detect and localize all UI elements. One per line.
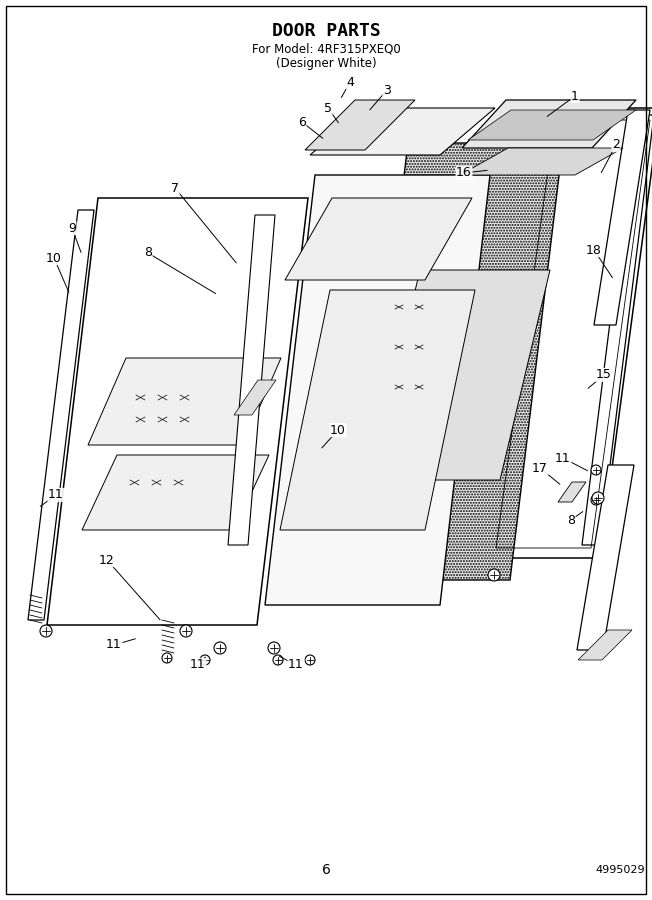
Text: 11: 11 bbox=[555, 452, 571, 464]
Text: 11: 11 bbox=[190, 659, 206, 671]
Circle shape bbox=[592, 492, 604, 504]
Polygon shape bbox=[460, 148, 623, 175]
Text: 6: 6 bbox=[298, 115, 306, 129]
Polygon shape bbox=[234, 380, 276, 415]
Text: 4: 4 bbox=[346, 76, 354, 88]
Text: 10: 10 bbox=[46, 251, 62, 265]
Text: 12: 12 bbox=[99, 554, 115, 566]
Circle shape bbox=[591, 465, 601, 475]
Text: 2: 2 bbox=[612, 139, 620, 151]
Text: 8: 8 bbox=[144, 247, 152, 259]
Polygon shape bbox=[488, 108, 652, 558]
Text: 4995029: 4995029 bbox=[595, 865, 645, 875]
Circle shape bbox=[488, 569, 500, 581]
Circle shape bbox=[214, 642, 226, 654]
Text: 18: 18 bbox=[586, 244, 602, 256]
Text: 10: 10 bbox=[330, 424, 346, 436]
Circle shape bbox=[180, 625, 192, 637]
Polygon shape bbox=[47, 198, 308, 625]
Polygon shape bbox=[462, 100, 636, 148]
Polygon shape bbox=[228, 215, 275, 545]
Polygon shape bbox=[82, 455, 269, 530]
Circle shape bbox=[200, 655, 210, 665]
Text: 6: 6 bbox=[321, 863, 331, 877]
Polygon shape bbox=[582, 115, 652, 545]
Polygon shape bbox=[594, 110, 650, 325]
Text: 3: 3 bbox=[383, 84, 391, 96]
Polygon shape bbox=[88, 358, 281, 445]
Text: 17: 17 bbox=[532, 462, 548, 474]
Text: DOOR PARTS: DOOR PARTS bbox=[272, 22, 380, 40]
Text: 9: 9 bbox=[68, 221, 76, 235]
Text: 15: 15 bbox=[596, 368, 612, 382]
Text: 11: 11 bbox=[288, 659, 304, 671]
Text: 16: 16 bbox=[456, 166, 472, 179]
Circle shape bbox=[273, 655, 283, 665]
Polygon shape bbox=[578, 630, 632, 660]
Circle shape bbox=[40, 625, 52, 637]
Polygon shape bbox=[280, 290, 475, 530]
Text: 7: 7 bbox=[171, 182, 179, 194]
Polygon shape bbox=[577, 465, 634, 650]
Text: 1: 1 bbox=[571, 89, 579, 103]
Polygon shape bbox=[468, 110, 636, 140]
Polygon shape bbox=[28, 210, 94, 620]
Circle shape bbox=[305, 655, 315, 665]
Text: (Designer White): (Designer White) bbox=[276, 57, 376, 70]
Text: 11: 11 bbox=[48, 489, 64, 501]
Polygon shape bbox=[265, 175, 490, 605]
Polygon shape bbox=[310, 108, 495, 155]
Circle shape bbox=[162, 653, 172, 663]
Polygon shape bbox=[370, 270, 550, 480]
Polygon shape bbox=[305, 100, 415, 150]
Text: 8: 8 bbox=[567, 514, 575, 526]
Polygon shape bbox=[285, 198, 472, 280]
Text: 11: 11 bbox=[106, 638, 122, 652]
Text: 5: 5 bbox=[324, 102, 332, 114]
Text: For Model: 4RF315PXEQ0: For Model: 4RF315PXEQ0 bbox=[252, 42, 400, 55]
Circle shape bbox=[268, 642, 280, 654]
Polygon shape bbox=[355, 143, 563, 580]
Circle shape bbox=[591, 495, 601, 505]
Polygon shape bbox=[558, 482, 586, 502]
